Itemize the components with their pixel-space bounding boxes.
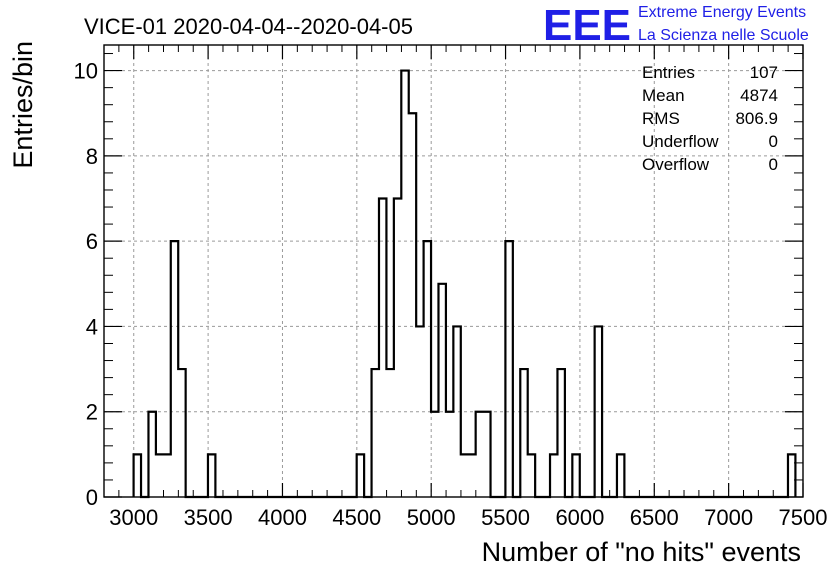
x-tick-label: 7500 [779,505,828,530]
stats-value: 806.9 [735,109,778,128]
x-tick-label: 5000 [407,505,456,530]
y-tick-label: 10 [74,59,98,84]
y-tick-label: 8 [86,144,98,169]
stats-label: Overflow [642,155,710,174]
stats-value: 107 [750,63,778,82]
tick-labels: 3000 3500 4000 4500 5000 5500 6000 6500 7000 7500… [74,59,828,530]
y-tick-label: 6 [86,229,98,254]
x-axis-label: Number of "no hits" events [482,537,801,567]
x-tick-label: 6000 [555,505,604,530]
x-tick-label: 4500 [332,505,381,530]
y-axis-label: Entries/bin [8,41,38,169]
y-tick-label: 2 [86,400,98,425]
stats-label: Mean [642,86,685,105]
y-tick-label: 0 [86,485,98,510]
x-tick-label: 4000 [258,505,307,530]
eee-logo: EEE Extreme Energy Events La Scienza nel… [543,1,809,50]
x-tick-label: 6500 [630,505,679,530]
logo-mark: EEE [543,1,631,50]
logo-line1: Extreme Energy Events [638,4,806,21]
logo-line2: La Scienza nelle Scuole [638,27,809,44]
y-tick-label: 4 [86,314,98,339]
x-tick-label: 7000 [704,505,753,530]
stats-box: Entries 107 Mean 4874 RMS 806.9 Underflow 0 Over… [642,63,778,174]
x-tick-label: 3000 [109,505,158,530]
stats-label: Underflow [642,132,719,151]
stats-label: Entries [642,63,695,82]
stats-value: 0 [769,132,778,151]
x-tick-label: 5500 [481,505,530,530]
chart-title: VICE-01 2020-04-04--2020-04-05 [84,14,413,39]
stats-label: RMS [642,109,680,128]
stats-value: 4874 [740,86,778,105]
plot-frame [103,44,804,498]
stats-value: 0 [769,155,778,174]
x-tick-label: 3500 [184,505,233,530]
